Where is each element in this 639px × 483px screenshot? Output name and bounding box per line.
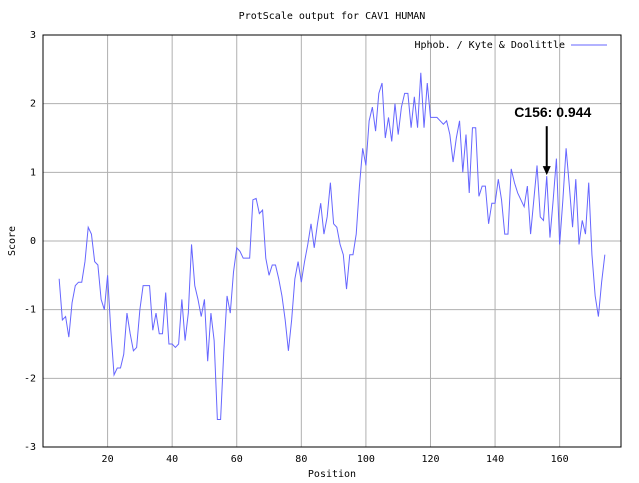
y-tick-label: -1 bbox=[24, 305, 36, 316]
plot-frame bbox=[42, 34, 622, 448]
x-tick-label: 80 bbox=[295, 454, 307, 465]
annotation-label: C156: 0.944 bbox=[514, 104, 591, 120]
y-tick-label: 1 bbox=[30, 167, 36, 178]
x-tick-label: 120 bbox=[421, 454, 439, 465]
y-tick-label: 3 bbox=[30, 30, 36, 41]
x-tick-label: 140 bbox=[486, 454, 504, 465]
y-tick-label: 0 bbox=[30, 236, 36, 247]
x-tick-label: 160 bbox=[551, 454, 569, 465]
x-axis-label: Position bbox=[308, 469, 356, 480]
x-tick-label: 20 bbox=[102, 454, 114, 465]
chart-title: ProtScale output for CAV1 HUMAN bbox=[239, 11, 426, 22]
x-tick-label: 100 bbox=[357, 454, 375, 465]
y-axis-label: Score bbox=[7, 226, 18, 256]
y-tick-label: 2 bbox=[30, 99, 36, 110]
y-tick-label: -2 bbox=[24, 373, 36, 384]
annotation-arrowhead bbox=[542, 166, 551, 176]
data-line bbox=[58, 72, 606, 421]
x-tick-label: 40 bbox=[166, 454, 178, 465]
x-tick-label: 60 bbox=[231, 454, 243, 465]
legend-label: Hphob. / Kyte & Doolittle bbox=[414, 40, 565, 51]
y-tick-label: -3 bbox=[24, 442, 36, 453]
